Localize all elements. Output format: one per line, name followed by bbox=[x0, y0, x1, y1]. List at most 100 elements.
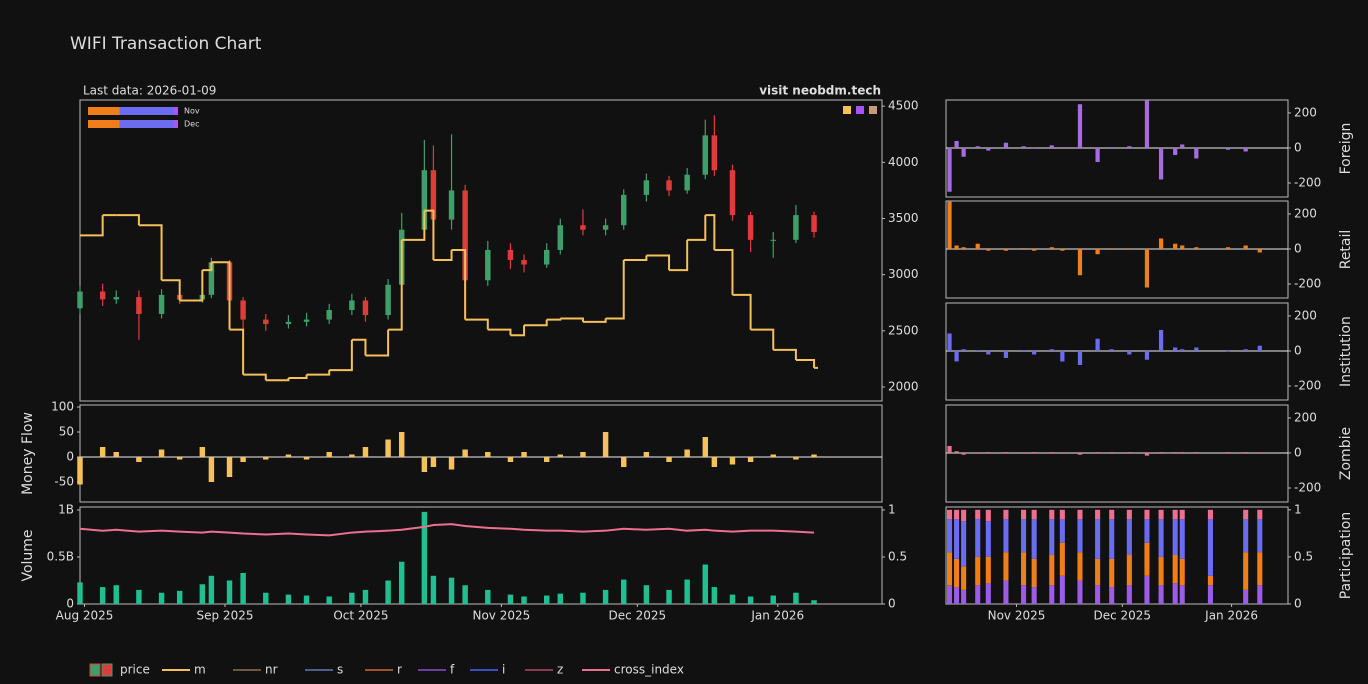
bar bbox=[1173, 147, 1178, 155]
bar bbox=[113, 452, 119, 457]
stacked-bar bbox=[1003, 509, 1009, 520]
stacked-bar bbox=[1207, 519, 1213, 576]
plot-frame bbox=[945, 99, 1289, 198]
stacked-bar bbox=[1077, 509, 1083, 520]
stacked-bar bbox=[1109, 587, 1115, 604]
bar bbox=[1127, 146, 1132, 148]
bar bbox=[975, 452, 980, 454]
legend-label: z bbox=[557, 663, 563, 677]
m-step bbox=[388, 239, 403, 331]
stacked-bar bbox=[1126, 555, 1132, 586]
m-step bbox=[138, 224, 163, 281]
stacked-bar bbox=[1207, 509, 1213, 520]
volume-bar bbox=[398, 561, 405, 604]
y-tick-label: -200 bbox=[1294, 276, 1321, 290]
stacked-bar bbox=[954, 558, 960, 588]
bar bbox=[1049, 145, 1054, 148]
stacked-bar bbox=[985, 521, 991, 557]
bar bbox=[1003, 248, 1009, 251]
bar bbox=[986, 248, 991, 251]
stacked-bar bbox=[1179, 558, 1185, 586]
stacked-bar bbox=[1059, 575, 1065, 604]
bar bbox=[729, 457, 736, 465]
bar bbox=[954, 140, 959, 148]
candle-body bbox=[430, 170, 437, 220]
stacked-bar bbox=[1031, 519, 1037, 559]
y-tick-label: 200 bbox=[1294, 105, 1317, 119]
volume-bar bbox=[684, 579, 690, 604]
stacked-bar bbox=[1126, 509, 1132, 520]
bar bbox=[1003, 350, 1009, 358]
stacked-bar bbox=[1031, 587, 1037, 604]
m-step bbox=[487, 328, 512, 336]
bar bbox=[1060, 350, 1065, 362]
bar bbox=[557, 454, 564, 457]
volume-bar bbox=[99, 587, 106, 604]
stacked-bar bbox=[1257, 509, 1263, 520]
candle-body bbox=[770, 239, 776, 241]
stacked-bar bbox=[1003, 519, 1009, 553]
y-axis-title: Institution bbox=[1338, 316, 1354, 387]
volume-bar bbox=[580, 592, 586, 604]
bar bbox=[666, 457, 672, 462]
bar bbox=[1095, 338, 1100, 351]
m-step bbox=[773, 348, 797, 361]
stacked-bar bbox=[1095, 558, 1101, 586]
x-tick-label: Dec 2025 bbox=[1093, 609, 1151, 623]
y-tick-label: 200 bbox=[1294, 206, 1317, 220]
stacked-bar bbox=[1243, 589, 1249, 604]
m-step bbox=[669, 239, 689, 272]
volume-bar bbox=[158, 592, 165, 604]
bar bbox=[1060, 452, 1065, 454]
bar bbox=[1194, 452, 1199, 453]
bar bbox=[1194, 147, 1199, 159]
stacked-bar bbox=[1172, 509, 1178, 520]
bar bbox=[1144, 248, 1150, 288]
m-step bbox=[714, 248, 734, 295]
candle-body bbox=[557, 225, 564, 250]
bar bbox=[385, 439, 391, 457]
bar bbox=[1243, 452, 1248, 453]
candle-body bbox=[543, 249, 550, 265]
bar bbox=[1109, 147, 1114, 148]
plot-frame bbox=[945, 200, 1289, 299]
y-tick-label: -200 bbox=[1294, 378, 1321, 392]
bar bbox=[621, 457, 627, 467]
m-step bbox=[433, 249, 453, 262]
bar bbox=[811, 454, 817, 457]
stacked-bar bbox=[1077, 552, 1083, 581]
stacked-bar bbox=[1257, 519, 1263, 553]
stacked-bar bbox=[961, 521, 967, 567]
y-tick-label: 3500 bbox=[888, 211, 919, 225]
stacked-bar bbox=[954, 509, 960, 520]
bar bbox=[1243, 349, 1248, 351]
candle-body bbox=[158, 294, 165, 314]
plot-frame bbox=[79, 99, 883, 402]
bar bbox=[961, 147, 966, 157]
candle-body bbox=[811, 215, 817, 232]
bar bbox=[1003, 452, 1009, 453]
stacked-bar bbox=[1077, 519, 1083, 553]
icon bbox=[869, 106, 877, 114]
bar bbox=[580, 452, 586, 457]
candle-body bbox=[303, 319, 310, 322]
subtitle: Last data: 2026-01-09 bbox=[83, 84, 216, 98]
y-axis-title: Foreign bbox=[1338, 123, 1354, 175]
bar bbox=[1158, 238, 1164, 249]
legend-label: price bbox=[120, 663, 150, 677]
volume-bar bbox=[208, 575, 215, 604]
candle-body bbox=[113, 297, 119, 300]
y-axis-title: Money Flow bbox=[20, 412, 36, 495]
volume-bar bbox=[729, 594, 736, 604]
bar bbox=[1021, 248, 1026, 249]
bar bbox=[1032, 350, 1037, 355]
stacked-bar bbox=[1207, 585, 1213, 604]
candle-body bbox=[99, 291, 106, 300]
stacked-bar bbox=[985, 509, 991, 522]
bar bbox=[1021, 146, 1026, 148]
stacked-bar bbox=[954, 519, 960, 559]
candle-body bbox=[684, 174, 690, 191]
stacked-bar bbox=[1126, 585, 1132, 604]
stacked-bar bbox=[1257, 552, 1263, 586]
stacked-bar bbox=[1158, 585, 1164, 604]
